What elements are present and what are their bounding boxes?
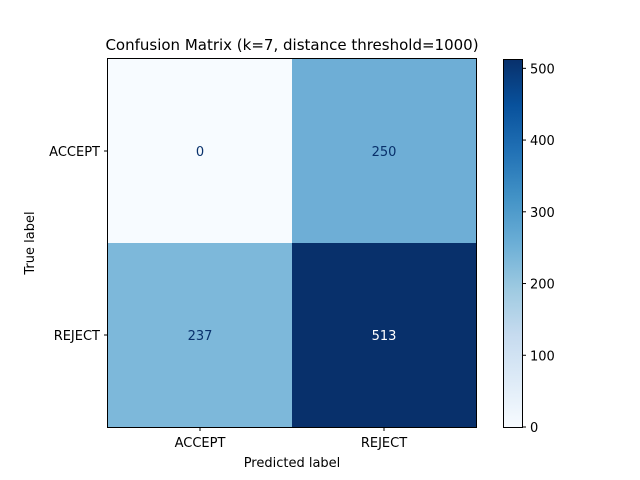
y-axis-label: True label [23,211,38,275]
chart-title: Confusion Matrix (k=7, distance threshol… [105,36,478,54]
colorbar-tick-label: 100 [530,349,555,364]
colorbar-tick-label: 200 [530,278,555,293]
y-tick-label: ACCEPT [49,145,100,160]
colorbar: 0 100 200 300 400 500 [503,59,555,436]
matrix-value-label: 237 [188,329,213,344]
matrix-cell [292,243,476,427]
x-tick-label: REJECT [361,436,407,451]
colorbar-ticks: 0 100 200 300 400 500 [522,62,555,436]
colorbar-tick-label: 500 [530,62,555,77]
colorbar-tick-label: 400 [530,134,555,149]
matrix-cells [108,59,476,427]
matrix-value-labels: 0 250 237 513 [188,145,397,344]
x-axis-label: Predicted label [244,456,341,471]
matrix-cell [292,59,476,243]
plot-frame [107,58,477,428]
matrix-value-label: 250 [372,145,397,160]
y-tick-label: REJECT [54,329,100,344]
matrix-value-label: 0 [196,145,204,160]
y-axis-ticks: ACCEPT REJECT [49,145,108,344]
matrix-cell [108,59,292,243]
matrix-value-label: 513 [372,329,397,344]
x-axis-ticks: ACCEPT REJECT [175,427,407,451]
colorbar-tick-label: 0 [530,421,538,436]
x-tick-label: ACCEPT [175,436,226,451]
colorbar-gradient [503,59,522,427]
matrix-cell [108,243,292,427]
colorbar-frame [503,59,523,428]
colorbar-tick-label: 300 [530,206,555,221]
